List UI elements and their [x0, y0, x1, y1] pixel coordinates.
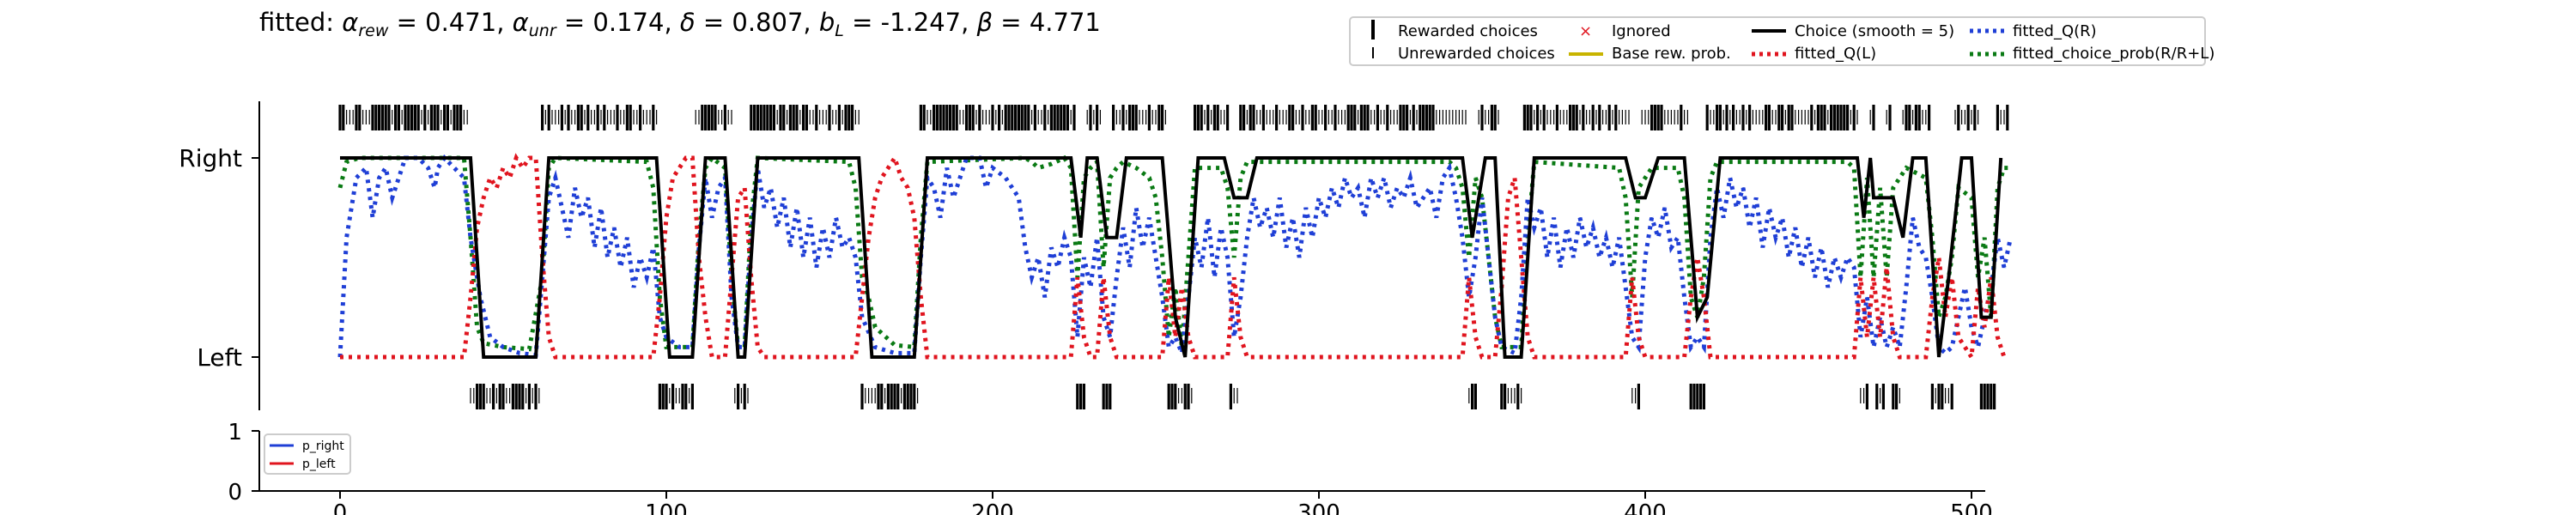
xtick-label: 0	[333, 500, 348, 515]
bottom-legend-label-p-left: p_left	[302, 457, 336, 471]
legend-label-choice: Choice (smooth = 5)	[1795, 22, 1954, 40]
ytick-label-right: Right	[179, 144, 242, 173]
legend-entry-choice: Choice (smooth = 5)	[1752, 22, 1954, 40]
bottom-legend-label-p-right: p_right	[302, 439, 344, 453]
xtick-label: 500	[1950, 500, 1993, 515]
ytick-label-0: 0	[228, 480, 242, 506]
legend-entry-ignored: × Ignored	[1579, 22, 1671, 40]
xtick-label: 100	[645, 500, 688, 515]
x-axis-ticks: 0 100 200 300 400 500	[333, 491, 1993, 515]
main-legend: Rewarded choices Unrewarded choices × Ig…	[1349, 16, 2215, 66]
legend-label-choice-prob: fitted_choice_prob(R/R+L)	[2013, 45, 2215, 63]
xtick-label: 300	[1297, 500, 1340, 515]
ytick-label-1: 1	[228, 420, 242, 445]
legend-frame	[1349, 16, 2206, 66]
legend-entry-q-right: fitted_Q(R)	[1970, 22, 2097, 40]
chart-title: fitted: αrew = 0.471, αunr = 0.174, δ = …	[259, 8, 1101, 40]
legend-label-ignored: Ignored	[1612, 22, 1671, 40]
legend-entry-rewarded: Rewarded choices	[1371, 20, 1538, 40]
left-choice-raster	[470, 384, 1996, 409]
top-panel: Right Left	[179, 101, 2014, 410]
legend-marker-ignored: ×	[1579, 22, 1592, 40]
legend-label-base-prob: Base rew. prob.	[1612, 45, 1731, 63]
legend-entry-unrewarded: Unrewarded choices	[1372, 45, 1555, 63]
ytick-label-left: Left	[197, 343, 242, 372]
series-q-right	[337, 154, 2014, 358]
legend-label-q-left: fitted_Q(L)	[1795, 45, 1876, 63]
legend-entry-base-prob: Base rew. prob.	[1569, 45, 1731, 63]
legend-entry-choice-prob: fitted_choice_prob(R/R+L)	[1970, 45, 2215, 63]
bottom-panel: 1 0 p_right p_left 0 100 200 300 400 500	[228, 420, 1992, 515]
xtick-label: 200	[971, 500, 1014, 515]
legend-label-rewarded: Rewarded choices	[1398, 22, 1538, 40]
xtick-label: 400	[1624, 500, 1667, 515]
legend-entry-q-left: fitted_Q(L)	[1752, 45, 1876, 63]
right-choice-raster	[338, 105, 2009, 130]
series-choice-smooth	[340, 156, 2003, 359]
bottom-legend: p_right p_left	[264, 433, 351, 475]
legend-label-unrewarded: Unrewarded choices	[1398, 45, 1555, 63]
legend-label-q-right: fitted_Q(R)	[2013, 22, 2097, 40]
